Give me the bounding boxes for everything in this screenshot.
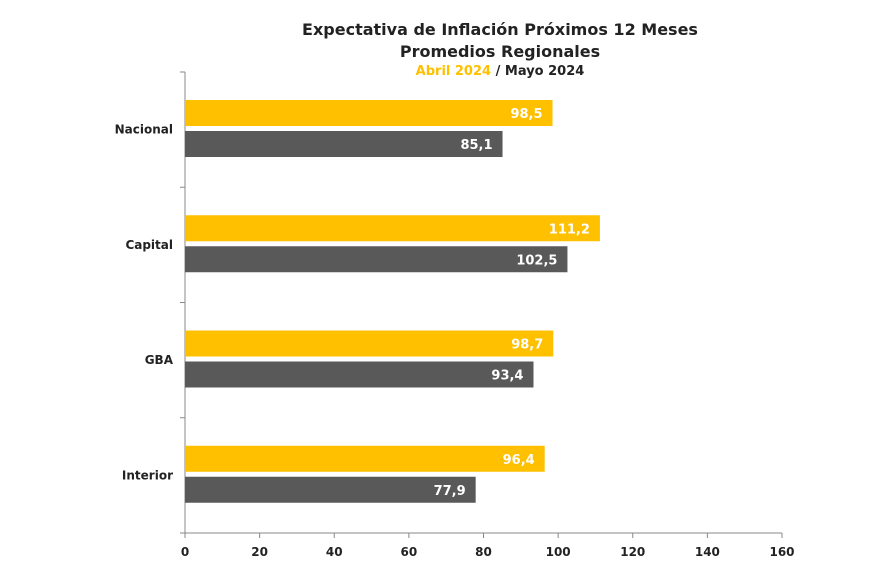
x-tick-label: 120 — [620, 545, 645, 559]
chart-title: Expectativa de Inflación Próximos 12 Mes… — [302, 20, 698, 39]
bar-nacional-abril — [185, 100, 553, 126]
legend-mayo: Mayo 2024 — [504, 64, 585, 79]
bar-gba-abril — [185, 330, 554, 357]
chart-subtitle: Promedios Regionales — [399, 42, 601, 61]
data-label: 98,5 — [510, 107, 542, 122]
bar-capital-abril — [185, 215, 600, 242]
data-label: 96,4 — [503, 453, 535, 468]
legend-abril: Abril 2024 — [415, 64, 492, 79]
data-label: 98,7 — [511, 338, 543, 353]
x-tick-label: 60 — [401, 545, 418, 559]
x-tick-label: 20 — [251, 545, 268, 559]
x-tick-label: 100 — [546, 545, 571, 559]
category-label-capital: Capital — [125, 238, 173, 252]
x-tick-label: 80 — [475, 545, 492, 559]
data-label: 102,5 — [516, 253, 557, 268]
category-label-nacional: Nacional — [115, 123, 173, 137]
bar-gba-mayo — [185, 361, 534, 388]
category-label-interior: Interior — [122, 468, 173, 482]
chart-period-legend: Abril 2024 / Mayo 2024 — [0, 64, 870, 79]
x-tick-label: 0 — [181, 545, 189, 559]
bar-capital-mayo — [185, 246, 568, 273]
data-label: 111,2 — [549, 222, 590, 237]
bar-interior-abril — [185, 445, 545, 472]
data-label: 93,4 — [491, 369, 523, 384]
data-label: 77,9 — [434, 484, 466, 499]
category-label-gba: GBA — [145, 353, 174, 367]
data-label: 85,1 — [460, 138, 492, 153]
x-tick-label: 160 — [769, 545, 794, 559]
x-tick-label: 140 — [695, 545, 720, 559]
legend-separator: / — [491, 64, 505, 79]
bar-nacional-mayo — [185, 131, 503, 157]
x-tick-label: 40 — [326, 545, 343, 559]
bar-interior-mayo — [185, 476, 476, 503]
